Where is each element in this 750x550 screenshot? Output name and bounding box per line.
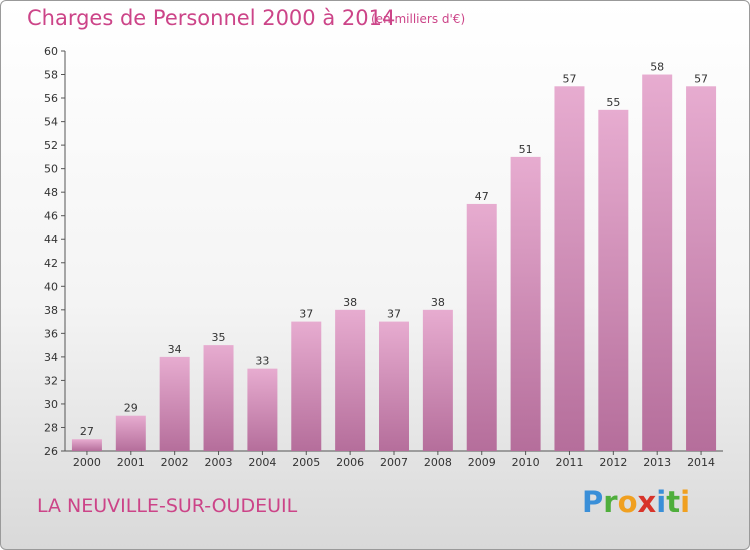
bar [510, 156, 541, 451]
bar [379, 321, 409, 451]
x-tick-label: 2007 [380, 456, 408, 469]
bar [159, 356, 190, 451]
data-label: 38 [431, 296, 445, 309]
bar [115, 415, 146, 451]
data-label: 38 [343, 296, 357, 309]
logo-letter: i [680, 485, 691, 519]
data-label: 34 [168, 343, 182, 356]
chart-subtitle: (en milliers d'€) [371, 12, 466, 26]
data-label: 58 [650, 61, 664, 74]
x-tick-label: 2009 [468, 456, 496, 469]
y-tick-label: 42 [44, 257, 58, 270]
bar [686, 86, 717, 451]
y-tick-label: 34 [44, 351, 58, 364]
data-label: 37 [299, 308, 313, 321]
y-tick-label: 28 [44, 421, 58, 434]
y-tick-label: 40 [44, 280, 58, 293]
y-tick-label: 52 [44, 139, 58, 152]
bar [422, 309, 453, 451]
y-tick-label: 50 [44, 163, 58, 176]
x-tick-label: 2002 [161, 456, 189, 469]
bar [71, 439, 102, 451]
y-tick-label: 56 [44, 92, 58, 105]
x-tick-label: 2001 [117, 456, 145, 469]
bar [554, 86, 585, 451]
x-tick-label: 2014 [687, 456, 715, 469]
logo-letter: r [603, 485, 618, 519]
logo-letter: i [656, 485, 667, 519]
logo-letter: x [637, 485, 657, 519]
bar [247, 368, 278, 451]
bar [598, 109, 629, 451]
logo-letter: t [666, 485, 681, 519]
y-tick-label: 60 [44, 45, 58, 58]
y-tick-label: 30 [44, 398, 58, 411]
y-tick-label: 46 [44, 210, 58, 223]
x-tick-label: 2008 [424, 456, 452, 469]
data-label: 37 [387, 308, 401, 321]
x-tick-label: 2000 [73, 456, 101, 469]
data-label: 29 [124, 402, 138, 415]
data-label: 27 [80, 425, 94, 438]
x-tick-label: 2004 [248, 456, 276, 469]
data-label: 33 [255, 355, 269, 368]
y-tick-label: 48 [44, 186, 58, 199]
x-tick-label: 2010 [512, 456, 540, 469]
y-tick-label: 44 [44, 233, 58, 246]
data-label: 57 [694, 72, 708, 85]
data-label: 55 [606, 96, 620, 109]
bar [642, 74, 673, 451]
chart-title: Charges de Personnel 2000 à 2014 [27, 6, 396, 30]
y-tick-label: 58 [44, 69, 58, 82]
logo-letter: o [617, 485, 638, 519]
commune-name: LA NEUVILLE-SUR-OUDEUIL [37, 495, 298, 517]
data-label: 51 [519, 143, 533, 156]
proxiti-logo: Proxiti [582, 485, 690, 519]
x-tick-label: 2011 [555, 456, 583, 469]
y-tick-label: 26 [44, 445, 58, 458]
data-label: 57 [562, 72, 576, 85]
data-label: 47 [475, 190, 489, 203]
y-tick-label: 54 [44, 116, 58, 129]
x-tick-label: 2003 [205, 456, 233, 469]
y-tick-label: 32 [44, 374, 58, 387]
x-tick-label: 2012 [599, 456, 627, 469]
y-tick-label: 36 [44, 327, 58, 340]
y-tick-label: 38 [44, 304, 58, 317]
data-label: 35 [212, 331, 226, 344]
logo-letter: P [582, 485, 604, 519]
x-tick-label: 2006 [336, 456, 364, 469]
bar [291, 321, 322, 451]
bar [466, 203, 497, 451]
bar [203, 345, 234, 451]
x-tick-label: 2013 [643, 456, 671, 469]
x-tick-label: 2005 [292, 456, 320, 469]
bar [335, 309, 366, 451]
